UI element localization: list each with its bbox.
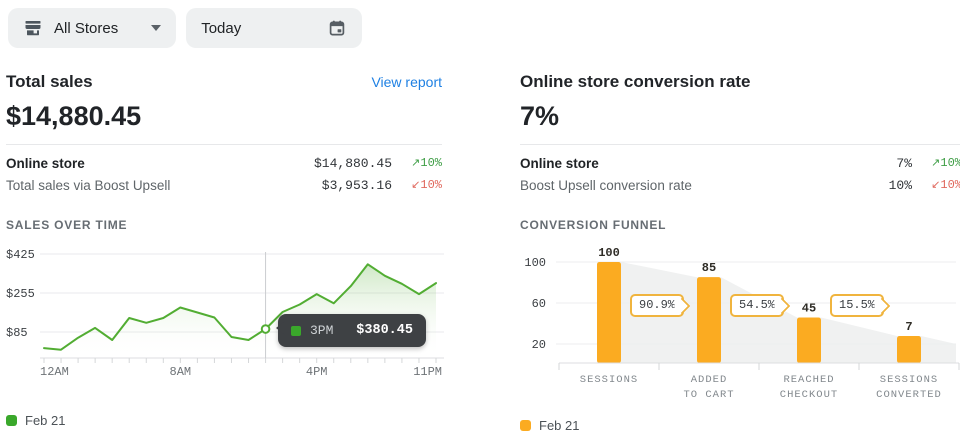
trend-badge: ↗10%	[912, 156, 960, 170]
trend-up-icon: ↗	[931, 158, 941, 170]
metric-value: $14,880.45	[313, 155, 392, 171]
store-selector-label: All Stores	[54, 19, 119, 37]
svg-text:CHECKOUT: CHECKOUT	[780, 389, 838, 401]
funnel-bar-chart-svg[interactable]: 100 60 20 100 85 45 7 SESSIONS ADDED TO CART REACH…	[520, 240, 960, 408]
trend-value: 10%	[420, 178, 442, 192]
dashboard-content: Total sales View report $14,880.45 Onlin…	[0, 48, 960, 433]
conversion-rate-value: 7%	[520, 101, 560, 131]
topbar: All Stores Today	[0, 0, 960, 48]
store-icon	[23, 18, 43, 38]
svg-text:$255: $255	[6, 287, 35, 301]
chevron-down-icon	[151, 25, 162, 31]
metric-row-online-store: Online store 7% ↗10%	[520, 152, 960, 174]
drop-rate-value: 54.5%	[739, 298, 776, 312]
view-report-link[interactable]: View report	[371, 74, 442, 90]
svg-text:$85: $85	[6, 326, 28, 340]
trend-badge: ↙10%	[392, 178, 442, 192]
total-sales-title: Total sales	[6, 72, 93, 91]
sales-over-time-chart[interactable]: $425 $255 $85 12AM 8AM 4PM 11PM 3PM $380.45	[6, 240, 444, 385]
legend-swatch-orange	[520, 420, 531, 431]
sales-legend: Feb 21	[6, 413, 442, 428]
legend-label: Feb 21	[539, 418, 580, 433]
metric-label: Total sales via Boost Upsell	[6, 177, 171, 193]
svg-text:11PM: 11PM	[413, 365, 442, 379]
chart-tooltip: 3PM $380.45	[276, 314, 426, 347]
store-selector-button[interactable]: All Stores	[8, 8, 177, 48]
trend-badge: ↗10%	[392, 156, 442, 170]
svg-text:45: 45	[802, 302, 816, 316]
trend-down-icon: ↙	[931, 180, 941, 192]
trend-value: 10%	[940, 178, 960, 192]
svg-text:$425: $425	[6, 248, 35, 262]
metric-value: 7%	[896, 155, 912, 171]
metric-label: Online store	[520, 155, 599, 171]
trend-down-icon: ↙	[411, 180, 421, 192]
svg-text:8AM: 8AM	[170, 365, 192, 379]
metric-label: Boost Upsell conversion rate	[520, 177, 692, 193]
tooltip-series-swatch	[291, 325, 301, 336]
svg-text:12AM: 12AM	[40, 365, 69, 379]
conversion-rate-section: Online store conversion rate 7% Online s…	[520, 72, 960, 433]
svg-text:85: 85	[702, 261, 716, 275]
svg-text:REACHED: REACHED	[783, 374, 834, 386]
tooltip-time: 3PM	[310, 323, 334, 338]
svg-text:TO CART: TO CART	[683, 389, 734, 401]
calendar-icon	[327, 18, 347, 38]
trend-value: 10%	[940, 156, 960, 170]
metric-row-boost-upsell: Total sales via Boost Upsell $3,953.16 ↙…	[6, 174, 442, 196]
metric-label: Online store	[6, 155, 85, 171]
trend-badge: ↙10%	[912, 178, 960, 192]
metric-row-online-store: Online store $14,880.45 ↗10%	[6, 152, 442, 174]
svg-text:SESSIONS: SESSIONS	[880, 374, 938, 386]
funnel-drop-badge: 90.9%	[630, 294, 685, 317]
funnel-drop-badge: 54.5%	[730, 294, 785, 317]
funnel-drop-badge: 15.5%	[830, 294, 885, 317]
svg-text:CONVERTED: CONVERTED	[876, 389, 942, 401]
drop-rate-value: 15.5%	[839, 298, 876, 312]
trend-up-icon: ↗	[411, 158, 421, 170]
svg-text:60: 60	[532, 297, 546, 311]
funnel-legend: Feb 21	[520, 418, 960, 433]
tooltip-value: $380.45	[356, 323, 413, 338]
total-sales-section: Total sales View report $14,880.45 Onlin…	[6, 72, 444, 433]
total-sales-value: $14,880.45	[6, 101, 142, 131]
conversion-funnel-chart[interactable]: 100 60 20 100 85 45 7 SESSIONS ADDED TO CART REACH…	[520, 240, 960, 413]
sales-line-chart-svg[interactable]: $425 $255 $85 12AM 8AM 4PM 11PM	[6, 240, 446, 380]
svg-text:100: 100	[524, 256, 546, 270]
svg-text:20: 20	[532, 338, 546, 352]
svg-text:SESSIONS: SESSIONS	[580, 374, 638, 386]
conversion-metric-list: Online store 7% ↗10% Boost Upsell conver…	[520, 144, 960, 196]
svg-text:100: 100	[598, 246, 620, 260]
sales-over-time-header: SALES OVER TIME	[6, 218, 128, 232]
sales-metric-list: Online store $14,880.45 ↗10% Total sales…	[6, 144, 442, 196]
metric-value: 10%	[888, 177, 912, 193]
trend-value: 10%	[420, 156, 442, 170]
legend-swatch-green	[6, 415, 17, 426]
svg-text:ADDED: ADDED	[691, 374, 728, 386]
date-selector-button[interactable]: Today	[186, 8, 363, 48]
date-selector-label: Today	[201, 19, 242, 37]
legend-label: Feb 21	[25, 413, 66, 428]
conversion-funnel-header: CONVERSION FUNNEL	[520, 218, 667, 232]
metric-value: $3,953.16	[321, 177, 392, 193]
svg-text:7: 7	[905, 320, 912, 334]
conversion-rate-title: Online store conversion rate	[520, 72, 751, 91]
drop-rate-value: 90.9%	[639, 298, 676, 312]
metric-row-boost-upsell: Boost Upsell conversion rate 10% ↙10%	[520, 174, 960, 196]
svg-text:4PM: 4PM	[306, 365, 328, 379]
